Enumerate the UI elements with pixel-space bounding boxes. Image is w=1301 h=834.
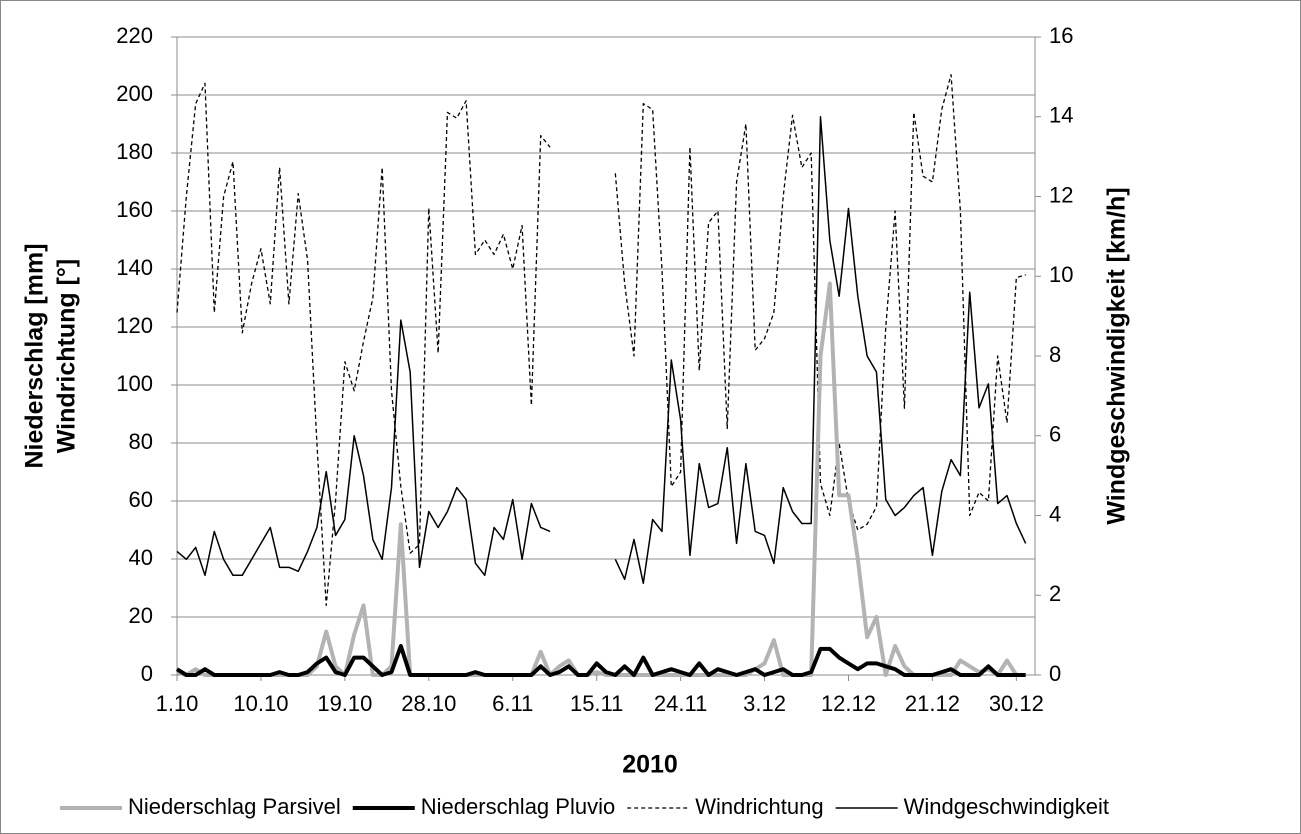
y2-tick-label: 8 — [1049, 342, 1061, 367]
y-tick-label: 20 — [129, 603, 153, 628]
y-tick-label: 160 — [116, 197, 153, 222]
series-line — [176, 74, 1026, 607]
y2-tick-label: 4 — [1049, 501, 1061, 526]
x-tick-label: 12.12 — [821, 691, 876, 716]
y-tick-label: 140 — [116, 255, 153, 280]
y-tick-label: 100 — [116, 371, 153, 396]
y-tick-label: 120 — [116, 313, 153, 338]
y2-tick-label: 10 — [1049, 262, 1073, 287]
y2-tick-label: 0 — [1049, 661, 1061, 686]
x-tick-label: 15.11 — [570, 691, 623, 716]
x-tick-label: 19.10 — [317, 691, 372, 716]
y-tick-label: 80 — [129, 429, 153, 454]
y2-tick-label: 6 — [1049, 422, 1061, 447]
legend-label: Windrichtung — [695, 794, 823, 819]
x-tick-label: 21.12 — [905, 691, 960, 716]
legend-label: Windgeschwindigkeit — [904, 794, 1109, 819]
series-line — [176, 116, 1027, 585]
y2-axis-title: Windgeschwindigkeit [km/h] — [1103, 187, 1131, 524]
y-tick-label: 60 — [129, 487, 153, 512]
x-axis-title: 2010 — [622, 751, 678, 779]
x-tick-label: 30.12 — [989, 691, 1044, 716]
x-tick-label: 6.11 — [492, 691, 533, 716]
x-tick-label: 10.10 — [233, 691, 288, 716]
y-tick-label: 220 — [116, 23, 153, 48]
y-tick-label: 40 — [129, 545, 153, 570]
x-tick-label: 24.11 — [654, 691, 707, 716]
y-axis-title: Windrichtung [°] — [53, 259, 81, 453]
y-tick-label: 0 — [141, 661, 153, 686]
y2-tick-label: 12 — [1049, 182, 1073, 207]
x-tick-label: 1.10 — [156, 691, 199, 716]
legend-label: Niederschlag Parsivel — [128, 794, 341, 819]
series-line — [175, 644, 1026, 677]
y-tick-label: 200 — [116, 81, 153, 106]
y2-tick-label: 16 — [1049, 23, 1073, 48]
legend-label: Niederschlag Pluvio — [421, 794, 615, 819]
y-axis-title: Niederschlag [mm] — [21, 243, 49, 468]
x-tick-label: 3.12 — [743, 691, 786, 716]
y-tick-label: 180 — [116, 139, 153, 164]
y2-tick-label: 2 — [1049, 581, 1061, 606]
x-tick-label: 28.10 — [401, 691, 456, 716]
y2-tick-label: 14 — [1049, 103, 1073, 128]
